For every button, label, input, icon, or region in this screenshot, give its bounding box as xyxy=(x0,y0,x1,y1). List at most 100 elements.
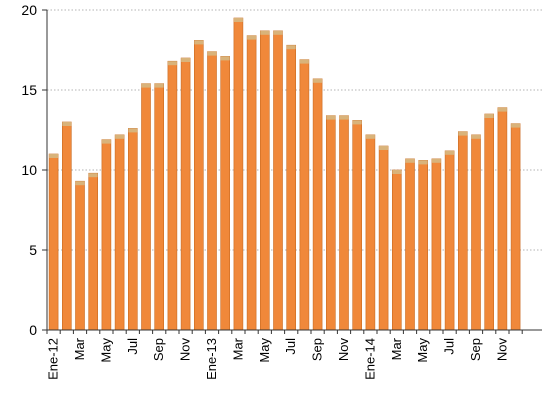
bars xyxy=(48,17,521,331)
bar-35 xyxy=(510,123,521,331)
bar-31 xyxy=(457,131,468,331)
bar-11 xyxy=(194,40,204,331)
bar-cap-0 xyxy=(49,154,59,158)
bar-cap-9 xyxy=(167,61,177,66)
bar-cap-28 xyxy=(418,160,428,165)
bar-32 xyxy=(471,134,481,331)
x-tick-label-11: Nov xyxy=(336,338,351,362)
bar-3 xyxy=(88,172,98,331)
y-tick-label-0: 0 xyxy=(29,322,37,338)
bar-28 xyxy=(418,160,429,331)
bar-6 xyxy=(128,128,138,331)
bar-cap-20 xyxy=(313,78,323,83)
x-tick-label-17: Nov xyxy=(494,338,509,362)
bar-18 xyxy=(286,44,297,331)
y-tick-label-10: 10 xyxy=(21,162,37,178)
bar-16 xyxy=(259,30,270,331)
bar-22 xyxy=(339,115,349,331)
bar-21 xyxy=(325,115,336,331)
x-tick-label-12: Ene-14 xyxy=(362,338,377,380)
x-tick-label-3: Jul xyxy=(125,338,140,355)
x-tick-label-10: Sep xyxy=(310,338,325,361)
bar-cap-6 xyxy=(128,128,138,133)
bar-cap-10 xyxy=(181,58,191,62)
bar-cap-7 xyxy=(141,83,151,88)
bar-8 xyxy=(154,83,164,331)
bar-cap-1 xyxy=(62,122,72,126)
bar-9 xyxy=(167,60,178,331)
bar-cap-13 xyxy=(220,56,230,61)
bar-1 xyxy=(61,121,72,331)
bar-cap-19 xyxy=(299,59,309,64)
axes xyxy=(42,9,542,334)
bar-12 xyxy=(207,51,217,331)
bar-cap-14 xyxy=(233,18,243,22)
bar-0 xyxy=(48,153,59,331)
bar-10 xyxy=(180,57,191,331)
bar-2 xyxy=(75,180,85,331)
x-tick-label-14: May xyxy=(415,338,430,363)
bar-cap-30 xyxy=(445,150,455,155)
bar-cap-35 xyxy=(511,123,521,128)
bar-cap-8 xyxy=(154,83,164,88)
bar-13 xyxy=(220,56,230,331)
bar-cap-12 xyxy=(207,51,217,56)
bar-29 xyxy=(431,158,442,331)
bar-19 xyxy=(299,59,310,331)
x-tick-label-9: Jul xyxy=(283,338,298,355)
bar-cap-32 xyxy=(471,134,481,139)
bar-cap-25 xyxy=(379,146,389,150)
bar-4 xyxy=(101,139,112,331)
bar-cap-24 xyxy=(365,134,375,139)
tick-labels: 0 5 10 15 20 Ene-12 Mar May Jul Sep Nov Ene-13 Mar Ma… xyxy=(21,2,509,380)
bar-cap-15 xyxy=(247,35,257,40)
bar-cap-2 xyxy=(75,181,85,186)
bar-27 xyxy=(405,158,415,331)
bar-cap-34 xyxy=(497,107,507,112)
bar-cap-5 xyxy=(115,134,125,139)
x-tick-label-0: Ene-12 xyxy=(46,338,61,380)
bar-33 xyxy=(484,113,495,331)
x-tick-label-6: Ene-13 xyxy=(204,338,219,380)
bar-17 xyxy=(273,30,283,331)
bar-cap-18 xyxy=(286,45,296,50)
bar-34 xyxy=(497,107,508,331)
bar-cap-21 xyxy=(326,115,336,120)
bar-cap-23 xyxy=(352,120,362,125)
bar-cap-11 xyxy=(194,40,204,45)
bar-cap-4 xyxy=(101,139,111,144)
y-tick-label-20: 20 xyxy=(21,2,37,18)
x-tick-label-16: Sep xyxy=(468,338,483,361)
bar-cap-26 xyxy=(392,170,402,174)
bar-23 xyxy=(352,120,363,331)
x-tick-label-4: Sep xyxy=(151,338,166,361)
bar-cap-17 xyxy=(273,30,283,35)
bar-cap-27 xyxy=(405,158,415,163)
bar-cap-33 xyxy=(484,114,494,118)
x-tick-label-7: Mar xyxy=(230,337,245,360)
bar-cap-29 xyxy=(431,158,441,163)
bar-20 xyxy=(312,78,323,331)
x-tick-label-5: Nov xyxy=(178,338,193,362)
bar-14 xyxy=(233,17,244,331)
y-tick-label-5: 5 xyxy=(29,242,37,258)
bar-5 xyxy=(114,134,125,331)
bar-7 xyxy=(141,83,151,331)
bar-26 xyxy=(391,169,402,331)
bar-30 xyxy=(444,150,455,331)
bar-cap-3 xyxy=(88,173,98,178)
x-tick-label-2: May xyxy=(98,338,113,363)
bar-15 xyxy=(246,35,257,331)
x-tick-label-1: Mar xyxy=(72,337,87,360)
bar-cap-16 xyxy=(260,30,270,35)
x-tick-label-13: Mar xyxy=(389,337,404,360)
y-tick-label-15: 15 xyxy=(21,82,37,98)
bar-25 xyxy=(378,145,389,331)
bar-cap-22 xyxy=(339,115,349,120)
bar-24 xyxy=(365,134,376,331)
x-tick-label-8: May xyxy=(257,338,272,363)
x-tick-label-15: Jul xyxy=(442,338,457,355)
bar-cap-31 xyxy=(458,131,468,136)
